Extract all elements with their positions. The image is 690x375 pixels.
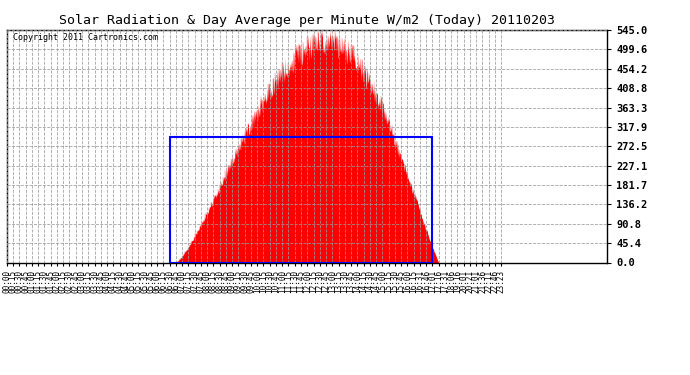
Title: Solar Radiation & Day Average per Minute W/m2 (Today) 20110203: Solar Radiation & Day Average per Minute… — [59, 15, 555, 27]
Bar — [170, 136, 433, 262]
Text: Copyright 2011 Cartronics.com: Copyright 2011 Cartronics.com — [13, 33, 158, 42]
